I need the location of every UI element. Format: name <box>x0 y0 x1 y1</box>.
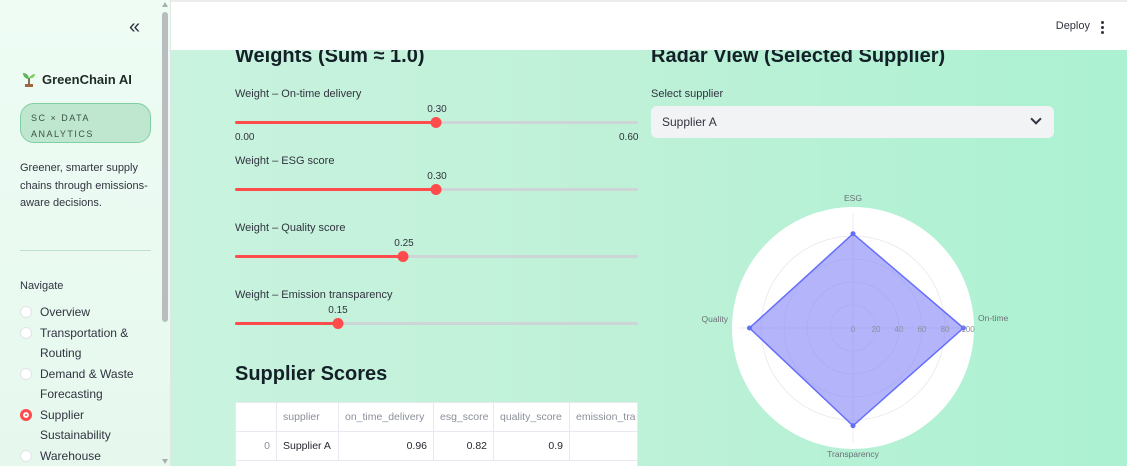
scroll-down-icon[interactable] <box>162 459 168 464</box>
radar-axis-label: ESG <box>844 193 862 203</box>
table-header-cell[interactable]: supplier <box>277 403 339 432</box>
top-header: Deploy <box>171 0 1127 50</box>
radar-axis-label: Quality <box>702 314 729 324</box>
table-header-row: supplier on_time_delivery esg_score qual… <box>236 403 637 432</box>
table-header-cell[interactable]: on_time_delivery <box>339 403 434 432</box>
radar-point <box>850 231 856 237</box>
supplier-select[interactable]: Supplier A <box>651 106 1054 138</box>
slider-label: Weight – Quality score <box>235 222 346 234</box>
nav-item-label: Warehouse <box>40 448 101 463</box>
select-supplier-label: Select supplier <box>651 88 724 100</box>
table-index-cell: 0 <box>236 432 277 461</box>
select-value: Supplier A <box>662 115 717 129</box>
nav-item-label: Demand & Waste Forecasting <box>40 366 134 402</box>
scores-heading: Supplier Scores <box>235 363 388 385</box>
radio-icon[interactable] <box>20 449 32 462</box>
radio-icon[interactable] <box>20 326 32 339</box>
collapse-sidebar-button[interactable]: « <box>129 16 140 38</box>
brand: GreenChain AI <box>22 71 132 87</box>
radio-icon[interactable] <box>20 306 32 318</box>
table-header-cell[interactable]: esg_score <box>434 403 494 432</box>
nav-item-overview[interactable]: Overview <box>20 302 155 323</box>
weights-heading: Weights (Sum ≈ 1.0) <box>235 50 425 67</box>
nav-item-supplier[interactable]: Supplier Sustainability <box>20 405 155 446</box>
radar-point <box>850 423 856 429</box>
radio-icon[interactable] <box>20 367 32 380</box>
slider-thumb[interactable] <box>332 318 344 329</box>
radar-tick-label: 60 <box>918 325 927 334</box>
radio-selected-icon[interactable] <box>20 408 32 421</box>
slider-fill <box>235 188 436 191</box>
slider-thumb[interactable] <box>430 184 442 195</box>
slider-label: Weight – ESG score <box>235 155 335 167</box>
radar-point <box>747 325 752 331</box>
nav-radio-group: Overview Transportation & Routing Demand… <box>20 302 155 466</box>
radar-heading: Radar View (Selected Supplier) <box>651 50 946 67</box>
weight-quality-slider[interactable] <box>235 251 638 262</box>
sidebar-scrollbar[interactable] <box>162 12 168 322</box>
slider-max: 0.60 <box>619 132 639 143</box>
slider-thumb[interactable] <box>430 117 442 128</box>
radar-axis-label: Transparency <box>827 449 879 459</box>
slider-value: 0.30 <box>427 171 447 182</box>
radar-tick-label: 0 <box>851 325 856 334</box>
sidebar: « GreenChain AI SC × DATA ANALYTICS Gree… <box>0 0 171 466</box>
seedling-icon <box>23 73 35 87</box>
slider-thumb[interactable] <box>397 251 409 262</box>
weight-ontime-slider[interactable] <box>235 117 638 128</box>
weight-transparency-slider[interactable] <box>235 318 638 329</box>
radar-tick-label: 20 <box>872 325 881 334</box>
table-header-cell <box>236 403 277 432</box>
radar-tick-label: 40 <box>895 325 904 334</box>
nav-item-label: Overview <box>40 305 91 319</box>
slider-label: Weight – Emission transparency <box>235 289 393 301</box>
supplier-scores-table[interactable]: supplier on_time_delivery esg_score qual… <box>235 402 638 466</box>
slider-value: 0.25 <box>394 238 414 249</box>
table-header-cell[interactable]: emission_tra <box>576 411 636 423</box>
table-cell: 0.96 <box>339 432 434 461</box>
slider-min: 0.00 <box>235 132 255 143</box>
sidebar-divider <box>20 250 151 251</box>
slider-fill <box>235 322 338 325</box>
slider-value: 0.30 <box>427 104 447 115</box>
tag-pill: SC × DATA ANALYTICS <box>20 103 151 143</box>
brand-name: GreenChain AI <box>42 71 132 87</box>
table-row[interactable]: 0 Supplier A 0.96 0.82 0.9 <box>236 432 637 461</box>
table-cell: 0.82 <box>434 432 494 461</box>
nav-item-label: Supplier Sustainability <box>40 407 111 443</box>
deploy-button[interactable]: Deploy <box>1055 20 1090 32</box>
nav-item-transportation[interactable]: Transportation & Routing <box>20 323 155 364</box>
more-menu-icon[interactable] <box>1101 21 1105 35</box>
scroll-up-icon[interactable] <box>162 2 168 7</box>
slider-label: Weight – On-time delivery <box>235 88 362 100</box>
table-cell: Supplier A <box>277 432 339 461</box>
nav-title: Navigate <box>20 280 64 292</box>
slider-fill <box>235 255 403 258</box>
radar-tick-label: 80 <box>941 325 950 334</box>
weight-esg-slider[interactable] <box>235 184 638 195</box>
slider-fill <box>235 121 436 124</box>
tagline: Greener, smarter supply chains through e… <box>20 162 148 209</box>
radar-tick-label: 100 <box>961 325 975 334</box>
radar-axis-label: On-time <box>978 313 1009 323</box>
chevron-down-icon <box>1030 113 1042 125</box>
table-cell <box>570 432 637 461</box>
nav-item-warehouse[interactable]: Warehouse <box>20 446 155 466</box>
table-cell: 0.9 <box>494 432 570 461</box>
slider-value: 0.15 <box>328 305 348 316</box>
nav-item-demand[interactable]: Demand & Waste Forecasting <box>20 364 155 405</box>
table-header-cell[interactable]: quality_score <box>494 403 570 432</box>
main-content: Weights (Sum ≈ 1.0) Weight – On-time del… <box>171 50 1127 466</box>
nav-item-label: Transportation & Routing <box>40 325 129 361</box>
radar-point <box>960 325 966 331</box>
